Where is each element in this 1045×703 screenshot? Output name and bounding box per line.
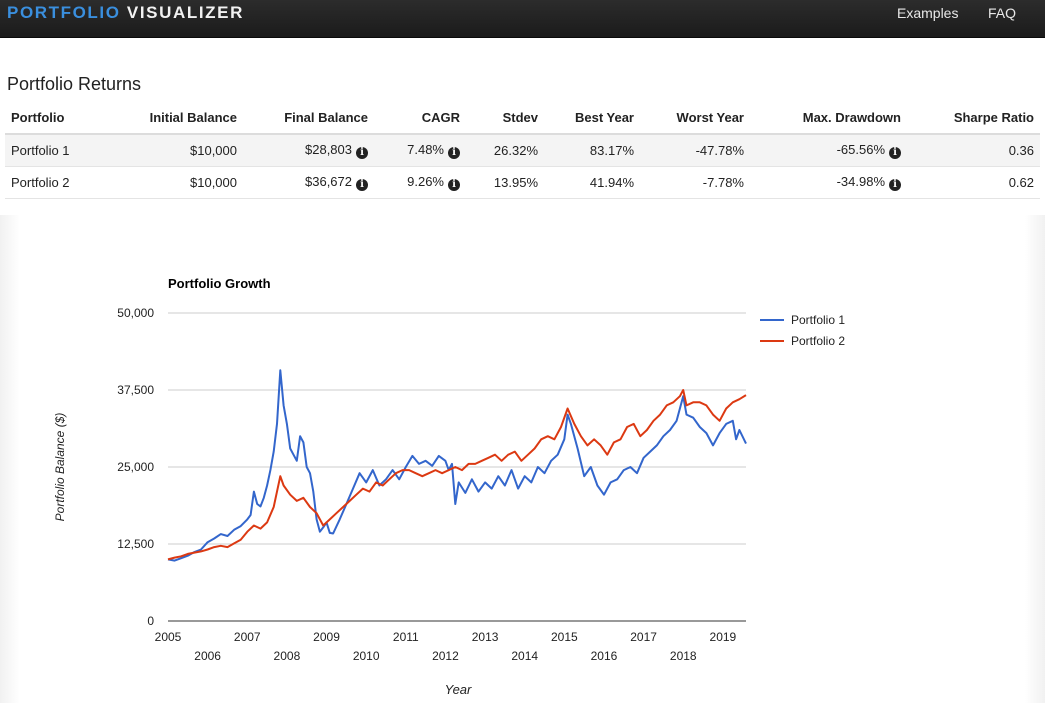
brand-logo[interactable]: PORTFOLIO VISUALIZER [7, 3, 244, 23]
column-header[interactable]: CAGR [374, 102, 466, 135]
x-tick-label: 2010 [353, 649, 380, 663]
y-tick-label: 0 [147, 614, 154, 628]
y-tick-label: 50,000 [117, 306, 154, 320]
x-axis-title: Year [445, 682, 472, 697]
stdev-cell: 26.32% [466, 134, 544, 167]
section-title: Portfolio Returns [7, 74, 142, 94]
best-year-cell: 83.17% [544, 134, 640, 167]
y-tick-label: 25,000 [117, 460, 154, 474]
initial-balance-cell: $10,000 [120, 134, 243, 167]
cagr-value: 7.48% [407, 142, 444, 157]
max-drawdown-value: -34.98% [836, 174, 885, 189]
x-tick-label: 2008 [274, 649, 301, 663]
table-row: Portfolio 2 $10,000 $36,672 i 9.26% i 13.9… [5, 166, 1040, 199]
x-tick-label: 2018 [670, 649, 697, 663]
x-tick-label: 2015 [551, 630, 578, 644]
column-header[interactable]: Max. Drawdown [750, 102, 907, 135]
info-icon[interactable]: i [356, 179, 368, 191]
brand-part1: PORTFOLIO [7, 3, 121, 22]
worst-year-cell: -47.78% [640, 134, 750, 167]
sharpe-ratio-cell: 0.36 [907, 134, 1040, 167]
best-year-cell: 41.94% [544, 166, 640, 199]
brand-part2: VISUALIZER [126, 3, 244, 22]
info-icon[interactable]: i [448, 179, 460, 191]
column-header[interactable]: Final Balance [243, 102, 374, 135]
x-tick-label: 2013 [472, 630, 499, 644]
x-tick-label: 2006 [194, 649, 221, 663]
initial-balance-cell: $10,000 [120, 166, 243, 199]
x-tick-label: 2019 [710, 630, 737, 644]
final-balance-cell: $36,672 i [243, 166, 374, 199]
series-line-2 [167, 389, 747, 561]
portfolio-growth-chart[interactable]: 2005 2006 2007 2008 2009 2010 2011 2012 2013 2014… [0, 215, 1045, 703]
column-header[interactable]: Best Year [544, 102, 640, 135]
portfolio-name-cell: Portfolio 2 [5, 166, 120, 199]
navbar: PORTFOLIO VISUALIZER Examples FAQ [0, 0, 1045, 38]
max-drawdown-cell: -34.98% i [750, 166, 907, 199]
sharpe-ratio-cell: 0.62 [907, 166, 1040, 199]
max-drawdown-cell: -65.56% i [750, 134, 907, 167]
x-tick-label: 2007 [234, 630, 261, 644]
x-tick-label: 2011 [393, 630, 419, 644]
max-drawdown-value: -65.56% [836, 142, 885, 157]
series-line-1 [167, 369, 747, 562]
x-tick-label: 2016 [591, 649, 618, 663]
x-tick-label: 2009 [313, 630, 340, 644]
info-icon[interactable]: i [889, 147, 901, 159]
nav-faq-link[interactable]: FAQ [988, 5, 1017, 21]
worst-year-cell: -7.78% [640, 166, 750, 199]
column-header[interactable]: Portfolio [5, 102, 120, 135]
nav-examples-link[interactable]: Examples [897, 5, 959, 21]
cagr-cell: 9.26% i [374, 166, 466, 199]
final-balance-value: $36,672 [305, 174, 352, 189]
x-tick-label: 2005 [155, 630, 182, 644]
info-icon[interactable]: i [448, 147, 460, 159]
info-icon[interactable]: i [356, 147, 368, 159]
x-tick-label: 2012 [432, 649, 459, 663]
cagr-value: 9.26% [407, 174, 444, 189]
column-header[interactable]: Worst Year [640, 102, 750, 135]
info-icon[interactable]: i [889, 179, 901, 191]
y-tick-label: 37,500 [117, 383, 154, 397]
chart-panel: 2005 2006 2007 2008 2009 2010 2011 2012 2013 2014… [0, 215, 1045, 703]
final-balance-cell: $28,803 i [243, 134, 374, 167]
table-header-row: Portfolio Initial Balance Final Balance … [5, 102, 1040, 135]
chart-title: Portfolio Growth [168, 276, 271, 291]
y-tick-label: 12,500 [117, 537, 154, 551]
column-header[interactable]: Stdev [466, 102, 544, 135]
final-balance-value: $28,803 [305, 142, 352, 157]
returns-table: Portfolio Initial Balance Final Balance … [5, 102, 1040, 199]
table-row: Portfolio 1 $10,000 $28,803 i 7.48% i 26.3… [5, 134, 1040, 167]
x-tick-label: 2017 [630, 630, 657, 644]
cagr-cell: 7.48% i [374, 134, 466, 167]
column-header[interactable]: Sharpe Ratio [907, 102, 1040, 135]
column-header[interactable]: Initial Balance [120, 102, 243, 135]
portfolio-name-cell: Portfolio 1 [5, 134, 120, 167]
stdev-cell: 13.95% [466, 166, 544, 199]
y-axis-title: Portfolio Balance ($) [53, 413, 67, 522]
legend-label: Portfolio 1 [791, 313, 845, 327]
x-tick-label: 2014 [511, 649, 538, 663]
legend-label: Portfolio 2 [791, 334, 845, 348]
